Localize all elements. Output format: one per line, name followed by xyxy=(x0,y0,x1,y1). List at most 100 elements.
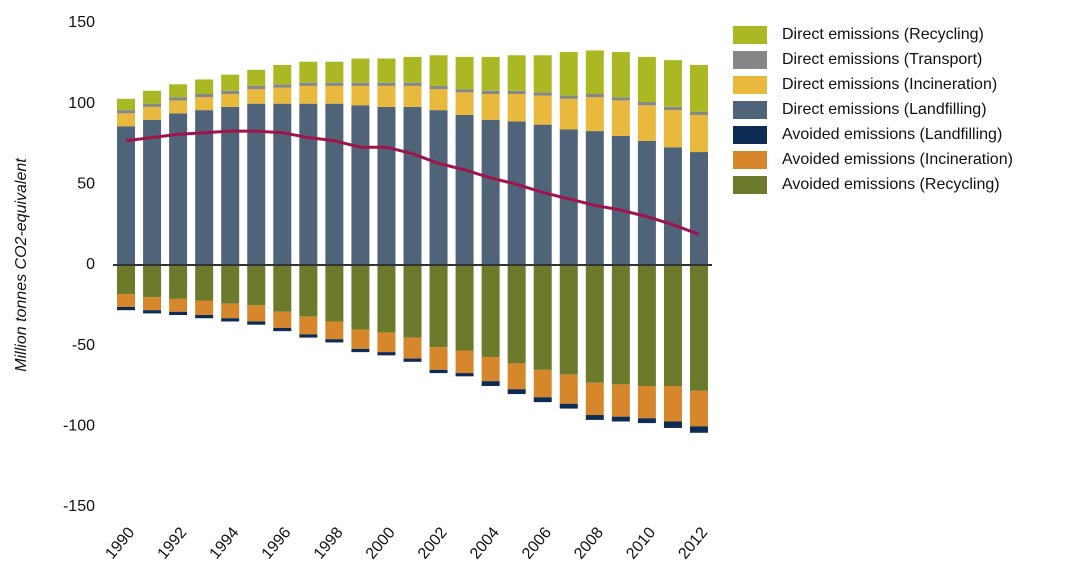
bar-segment xyxy=(325,265,344,322)
bar-segment xyxy=(429,369,448,374)
bar-segment xyxy=(663,147,682,265)
bar-segment xyxy=(117,265,136,295)
bar-segment xyxy=(273,103,292,266)
bar-segment xyxy=(481,93,500,120)
bar-segment xyxy=(143,265,162,298)
bar-segment xyxy=(637,102,656,106)
bar-segment xyxy=(117,294,136,307)
bar-segment xyxy=(299,85,318,104)
bar-segment xyxy=(377,332,396,353)
y-tick-label: 100 xyxy=(68,95,95,112)
bar-segment xyxy=(533,397,552,403)
bar-segment xyxy=(273,87,292,104)
bar-segment xyxy=(221,74,240,91)
bar-segment xyxy=(221,303,240,319)
bar-segment xyxy=(611,135,630,265)
legend-swatch xyxy=(733,151,767,169)
bar-segment xyxy=(533,55,552,93)
bar-segment xyxy=(143,103,162,107)
bar-segment xyxy=(351,58,370,83)
bar-segment xyxy=(247,85,266,90)
bar-segment xyxy=(195,265,214,301)
bar-segment xyxy=(195,315,214,319)
bar-segment xyxy=(481,119,500,265)
bar-segment xyxy=(273,84,292,88)
bar-segment xyxy=(637,56,656,103)
bar-segment xyxy=(637,418,656,424)
x-tick-label: 1992 xyxy=(155,524,191,562)
y-tick-label: -50 xyxy=(72,337,95,354)
bar-segment xyxy=(663,421,682,428)
bar-segment xyxy=(533,92,552,96)
bar-segment xyxy=(585,50,604,94)
bar-segment xyxy=(585,382,604,416)
bar-segment xyxy=(689,390,708,427)
legend-swatch xyxy=(733,51,767,69)
bar-segment xyxy=(221,265,240,304)
bar-segment xyxy=(325,61,344,83)
bar-segment xyxy=(455,56,474,90)
bar-segment xyxy=(195,97,214,111)
bar-segment xyxy=(351,85,370,106)
bar-segment xyxy=(403,106,422,265)
bar-segment xyxy=(247,69,266,86)
bar-segment xyxy=(507,93,526,122)
bar-segment xyxy=(117,113,136,127)
bar-segment xyxy=(403,56,422,83)
bar-segment xyxy=(195,93,214,98)
bar-segment xyxy=(559,265,578,375)
bar-segment xyxy=(611,416,630,422)
legend-swatch xyxy=(733,101,767,119)
x-tick-label: 2002 xyxy=(415,524,451,562)
bar-segment xyxy=(169,298,188,312)
bar-segment xyxy=(585,97,604,132)
bar-segment xyxy=(169,265,188,299)
bar-segment xyxy=(169,113,188,265)
bar-segment xyxy=(273,327,292,332)
y-tick-label: 150 xyxy=(68,14,95,31)
x-tick-label: 2000 xyxy=(363,524,399,562)
bar-segment xyxy=(481,56,500,91)
bar-segment xyxy=(403,358,422,362)
y-axis-label: Million tonnes CO2-equivalent xyxy=(13,158,30,372)
bar-segment xyxy=(481,356,500,382)
bar-segment xyxy=(143,310,162,314)
bar-segment xyxy=(507,363,526,390)
bar-segment xyxy=(689,265,708,391)
x-tick-label: 1994 xyxy=(207,524,243,562)
legend-label: Direct emissions (Transport) xyxy=(782,51,982,68)
bar-segment xyxy=(169,97,188,101)
bar-segment xyxy=(507,90,526,94)
bar-segment xyxy=(455,92,474,115)
bar-segment xyxy=(351,348,370,353)
bar-segment xyxy=(455,89,474,93)
bar-segment xyxy=(689,111,708,115)
x-tick-label: 2006 xyxy=(519,524,555,562)
bar-segment xyxy=(221,318,240,322)
bar-segment xyxy=(663,60,682,107)
bar-segment xyxy=(117,126,136,266)
bar-segment xyxy=(663,265,682,386)
x-tick-label: 2012 xyxy=(675,524,711,562)
bar-segment xyxy=(325,82,344,86)
bar-segment xyxy=(507,55,526,91)
bar-segment xyxy=(455,350,474,374)
bar-segment xyxy=(247,321,266,325)
bar-segment xyxy=(559,98,578,130)
bar-segment xyxy=(429,265,448,348)
bar-segment xyxy=(325,85,344,104)
bar-segment xyxy=(377,106,396,265)
bar-segment xyxy=(169,84,188,98)
bar-segment xyxy=(143,106,162,120)
bar-segment xyxy=(377,58,396,83)
bar-segment xyxy=(221,106,240,265)
bar-segment xyxy=(195,300,214,316)
bar-segment xyxy=(377,265,396,333)
bar-segment xyxy=(507,265,526,364)
legend-label: Avoided emissions (Incineration) xyxy=(782,151,1013,168)
bar-segment xyxy=(585,131,604,265)
legend-label: Direct emissions (Landfilling) xyxy=(782,101,987,118)
bar-segment xyxy=(221,90,240,94)
bar-segment xyxy=(117,110,136,114)
